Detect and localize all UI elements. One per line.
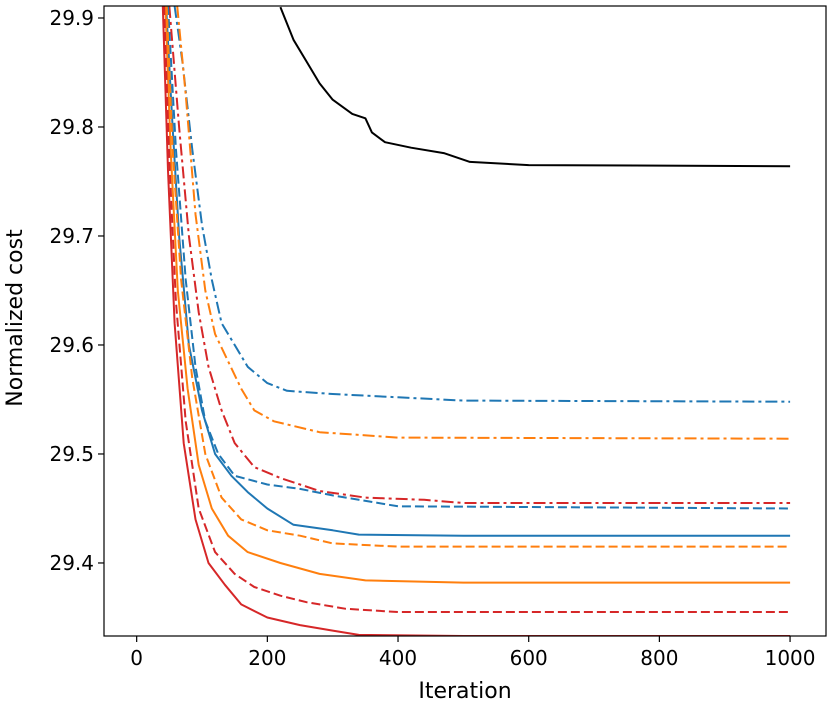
series-line-6 [165,6,791,548]
series-line-3 [168,6,791,504]
x-tick-label: 800 [640,646,678,670]
series-layer [161,6,791,636]
series-line-5 [165,6,791,537]
series-line-4 [167,6,791,510]
y-tick-label: 29.8 [49,115,94,139]
x-tick-label: 200 [248,646,286,670]
y-tick-label: 29.6 [49,333,94,357]
x-axis: 0 200 400 600 800 1000 [130,636,816,670]
series-line-9 [161,6,791,636]
x-axis-label: Iteration [418,679,511,704]
y-tick-label: 29.4 [49,551,94,575]
series-line-8 [163,6,791,613]
series-line-0 [279,6,791,168]
x-tick-label: 1000 [765,646,816,670]
x-tick-label: 400 [379,646,417,670]
series-line-1 [173,6,791,403]
y-axis: 29.4 29.5 29.6 29.7 29.8 29.9 [49,6,104,575]
y-axis-label: Normalized cost [3,229,28,407]
series-line-7 [164,6,791,584]
series-line-2 [176,6,791,440]
y-tick-label: 29.7 [49,224,94,248]
x-tick-label: 0 [130,646,143,670]
y-tick-label: 29.9 [49,6,94,30]
x-tick-label: 600 [510,646,548,670]
plot-frame [103,5,827,637]
y-tick-label: 29.5 [49,442,94,466]
